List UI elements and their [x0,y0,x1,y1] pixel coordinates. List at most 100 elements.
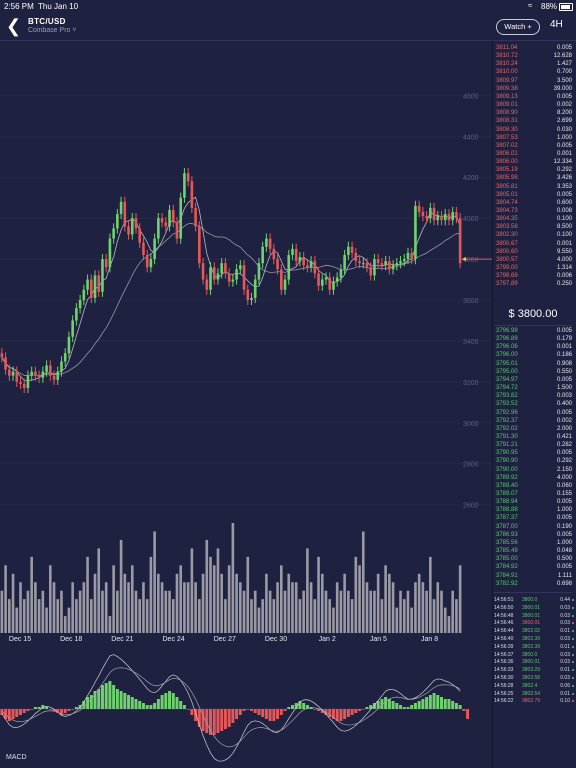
macd-bar [462,709,466,711]
price-chart[interactable]: 4600 4400 4200 4000 3800 3600 3400 3200 3000 2800… [0,41,492,768]
order-size: 1.314 [556,265,572,272]
candle-body [324,277,328,280]
trade-row: 14:56:36 3800.01 0.03 [494,658,574,666]
macd-bar [7,709,11,721]
macd-bar [242,709,246,711]
candle-body [246,289,250,300]
volume-bar [432,599,436,633]
order-size: 0.005 [556,409,572,416]
macd-bar [369,705,373,709]
trade-time: 14:56:25 [494,690,514,697]
candle-body [134,218,138,229]
trade-row: 14:56:44 3802.02 0.01 [494,627,574,635]
volume-bar [309,582,313,633]
order-size: 0.001 [556,240,572,247]
volume-bar [429,556,432,633]
candle-body [175,222,179,239]
volume-bar [451,590,454,633]
volume-bar [458,565,462,633]
order-price: 3788.94 [496,499,518,506]
macd-bar [141,703,145,709]
trade-row: 14:56:22 3802.79 0.10 [494,697,574,705]
candle-body [45,365,48,372]
candle-body [306,265,309,268]
volume-bar [123,573,127,633]
volume-bar [320,573,324,633]
order-price: 3792.37 [496,417,518,424]
candle-body [67,336,71,354]
volume-bar [194,582,197,633]
candle-body [142,242,145,255]
trade-time: 14:56:50 [494,604,514,611]
volume-bar [67,607,71,633]
macd-bar [22,709,26,713]
macd-bar [436,695,440,709]
candle-body [279,269,283,290]
candle-body [138,228,142,243]
trade-time: 14:56:22 [494,698,514,705]
trade-size: 0.03 [560,612,570,619]
macd-bar [313,709,317,710]
macd-bar [410,705,414,709]
order-book-row: 3806.01 0.001 [494,150,574,158]
volume-bar [15,607,19,633]
exchange-selector[interactable]: Coinbase Pro ˅ [28,27,77,34]
macd-bar [227,709,231,727]
macd-bar [119,691,123,709]
macd-bar [175,697,179,709]
candle-body [145,254,149,268]
candle-body [432,207,436,221]
macd-bar [294,703,298,709]
macd-bar [160,695,164,709]
order-book-row: 3791.30 0.421 [494,433,574,441]
volume-bar [4,565,7,633]
candle-body [417,205,421,213]
volume-bar [26,590,30,633]
trade-size: 0.44 [560,597,570,603]
order-size: 0.048 [556,548,572,555]
macd-bar [372,703,376,709]
trade-price: 3803.58 [522,675,541,681]
macd-bar [205,709,209,733]
order-book-row: 3805.01 0.005 [494,191,574,199]
volume-bar [89,599,93,633]
macd-bar [417,701,421,709]
macd-signal-line [1,667,461,748]
order-size: 0.186 [556,352,572,359]
order-book-row: 3808.90 8.200 [494,109,574,117]
order-size: 0.005 [556,45,572,51]
trade-side-dot [572,614,574,617]
pair-title[interactable]: BTC/USD [28,17,66,26]
volume-bar [175,573,179,633]
candle-body [4,357,7,370]
volume-bar [168,590,171,633]
candle-body [130,218,134,235]
timeframe-selector[interactable]: 4H [550,19,563,30]
volume-bar [257,607,261,633]
watch-button[interactable]: Watch + [496,19,540,35]
candle-body [101,259,104,292]
candle-body [198,226,201,264]
candle-body [358,261,361,264]
volume-bar [294,582,298,633]
trade-side-dot [572,692,574,695]
order-size: 0.421 [556,433,572,440]
panel-divider [492,40,493,768]
candle-body [388,261,391,270]
order-book-row: 3800.60 9.550 [494,248,574,256]
trade-row: 14:56:48 3800.01 0.03 [494,612,574,620]
y-axis: 4600 4400 4200 4000 3800 3600 3400 3200 3000 2800… [463,93,479,509]
macd-bar [361,709,365,710]
macd-bar [257,709,261,715]
volume-bar [41,590,45,633]
volume-bar [246,556,250,633]
trade-side-dot [572,599,574,601]
x-tick-label: Dec 27 [214,636,236,643]
chevron-left-icon[interactable]: ❮ [6,16,22,36]
y-tick-label: 3000 [463,421,479,428]
macd-bar [235,709,239,719]
order-price: 3803.58 [496,224,518,231]
volume-bar [380,599,384,633]
order-size: 0.005 [556,191,572,198]
order-size: 0.100 [556,232,572,239]
